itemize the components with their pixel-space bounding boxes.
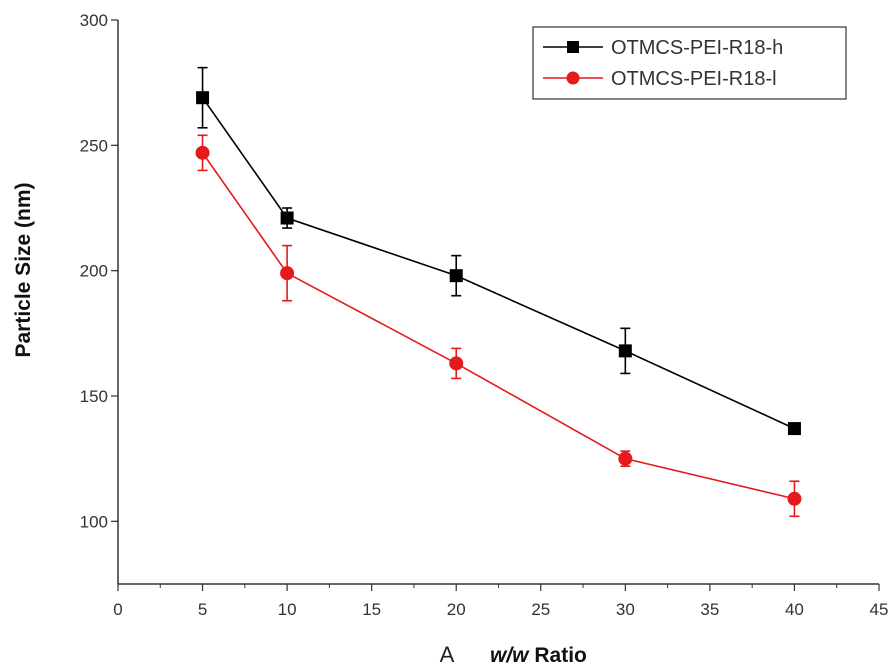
data-point [787, 422, 801, 436]
legend-box [532, 26, 847, 100]
x-tick-label: 15 [362, 600, 381, 619]
x-tick-label: 35 [700, 600, 719, 619]
x-tick-label: 45 [870, 600, 889, 619]
x-axis-title: w/w Ratio [490, 644, 587, 667]
series-line [201, 97, 795, 430]
y-tick-label: 200 [80, 262, 108, 281]
panel-label: A [440, 642, 455, 667]
y-tick-label: 250 [80, 136, 108, 155]
data-point [196, 91, 210, 105]
series-2 [195, 134, 802, 518]
data-point [195, 145, 210, 160]
legend-swatch-marker [567, 41, 579, 53]
y-tick-label: 150 [80, 387, 108, 406]
axes: 0 5 10 15 20 25 30 35 40 45 100 150 200 250 300 [80, 11, 889, 619]
data-point [449, 269, 463, 283]
legend: OTMCS-PEI-R18-h OTMCS-PEI-R18-l [532, 26, 847, 100]
data-point [280, 266, 295, 281]
x-tick-label: 0 [113, 600, 122, 619]
x-tick-label: 30 [616, 600, 635, 619]
data-point [280, 211, 294, 225]
y-tick-label: 100 [80, 512, 108, 531]
data-point [449, 356, 464, 371]
x-tick-label: 10 [278, 600, 297, 619]
legend-item-2: OTMCS-PEI-R18-l [543, 68, 777, 90]
series-1 [196, 66, 801, 436]
data-point [787, 491, 802, 506]
legend-item-1: OTMCS-PEI-R18-h [543, 37, 783, 59]
y-axis-title: Particle Size (nm) [12, 182, 35, 357]
data-point [618, 451, 633, 466]
x-tick-label: 25 [531, 600, 550, 619]
x-tick-label: 5 [198, 600, 207, 619]
y-tick-label: 300 [80, 11, 108, 30]
series-layer [195, 66, 802, 518]
legend-swatch-marker [566, 71, 580, 85]
x-tick-label: 20 [447, 600, 466, 619]
legend-label: OTMCS-PEI-R18-h [611, 37, 783, 59]
data-point [618, 344, 632, 358]
x-axis-title-italic: w/w [490, 644, 530, 667]
series-line [201, 152, 795, 500]
x-tick-label: 40 [785, 600, 804, 619]
x-axis-title-rest: Ratio [529, 644, 587, 667]
legend-label: OTMCS-PEI-R18-l [611, 68, 777, 90]
